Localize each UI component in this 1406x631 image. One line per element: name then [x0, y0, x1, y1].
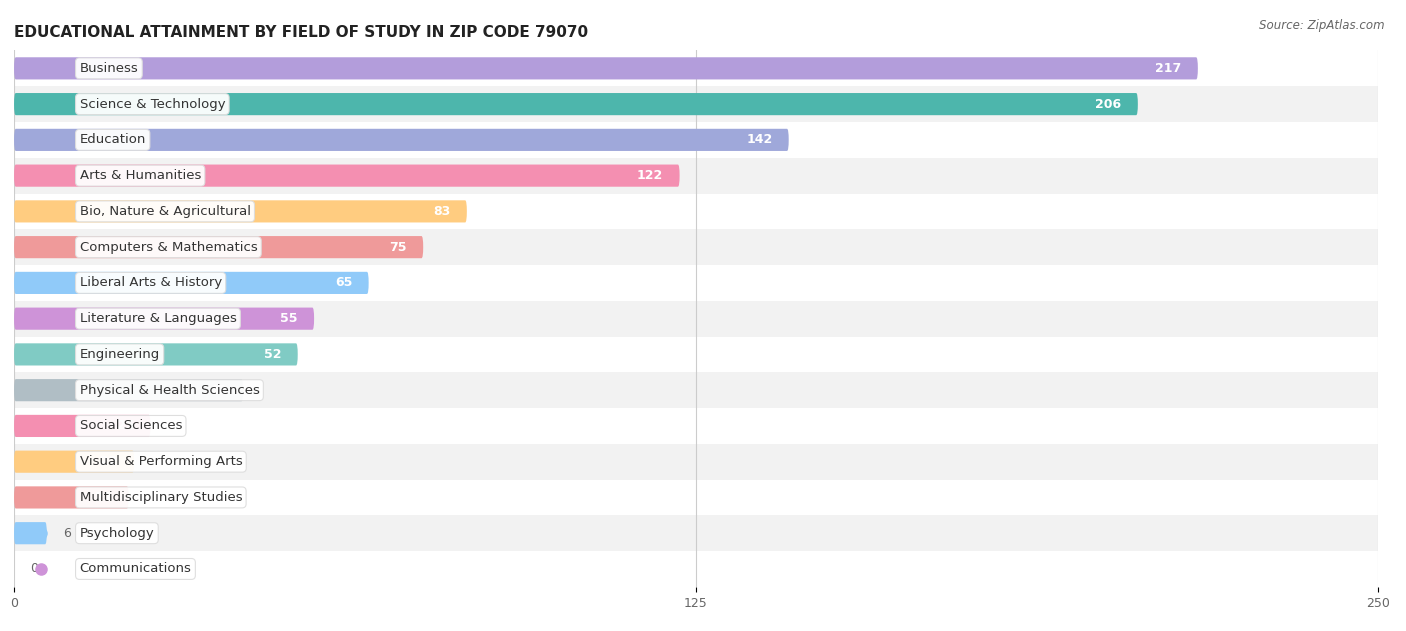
Text: Engineering: Engineering: [80, 348, 160, 361]
Text: 122: 122: [637, 169, 664, 182]
FancyBboxPatch shape: [14, 480, 1378, 516]
FancyBboxPatch shape: [14, 50, 1378, 86]
Text: Liberal Arts & History: Liberal Arts & History: [80, 276, 222, 290]
Text: Visual & Performing Arts: Visual & Performing Arts: [80, 455, 242, 468]
FancyBboxPatch shape: [14, 551, 1378, 587]
Text: Multidisciplinary Studies: Multidisciplinary Studies: [80, 491, 242, 504]
Text: Arts & Humanities: Arts & Humanities: [80, 169, 201, 182]
Text: Literature & Languages: Literature & Languages: [80, 312, 236, 325]
FancyBboxPatch shape: [14, 516, 1378, 551]
Text: Psychology: Psychology: [80, 527, 155, 540]
FancyBboxPatch shape: [14, 200, 467, 223]
Text: Education: Education: [80, 133, 146, 146]
Text: 25: 25: [117, 420, 134, 432]
FancyBboxPatch shape: [14, 343, 298, 365]
FancyBboxPatch shape: [14, 487, 128, 509]
FancyBboxPatch shape: [14, 93, 1137, 115]
Text: 0: 0: [31, 562, 38, 575]
FancyBboxPatch shape: [14, 372, 1378, 408]
FancyBboxPatch shape: [14, 444, 1378, 480]
Text: 75: 75: [389, 240, 406, 254]
Text: 55: 55: [280, 312, 298, 325]
FancyBboxPatch shape: [14, 194, 1378, 229]
FancyBboxPatch shape: [14, 229, 1378, 265]
Text: Bio, Nature & Agricultural: Bio, Nature & Agricultural: [80, 205, 250, 218]
FancyBboxPatch shape: [14, 158, 1378, 194]
Text: Science & Technology: Science & Technology: [80, 98, 225, 110]
FancyBboxPatch shape: [14, 57, 1198, 80]
FancyBboxPatch shape: [14, 451, 134, 473]
Text: 206: 206: [1095, 98, 1122, 110]
FancyBboxPatch shape: [14, 336, 1378, 372]
Text: Social Sciences: Social Sciences: [80, 420, 181, 432]
FancyBboxPatch shape: [14, 379, 243, 401]
Text: 217: 217: [1156, 62, 1181, 75]
FancyBboxPatch shape: [14, 129, 789, 151]
Text: Source: ZipAtlas.com: Source: ZipAtlas.com: [1260, 19, 1385, 32]
Text: 21: 21: [94, 491, 112, 504]
FancyBboxPatch shape: [14, 272, 368, 294]
Text: 83: 83: [433, 205, 450, 218]
FancyBboxPatch shape: [14, 122, 1378, 158]
Text: 142: 142: [747, 133, 772, 146]
FancyBboxPatch shape: [14, 415, 150, 437]
FancyBboxPatch shape: [14, 265, 1378, 301]
Text: Communications: Communications: [80, 562, 191, 575]
Text: EDUCATIONAL ATTAINMENT BY FIELD OF STUDY IN ZIP CODE 79070: EDUCATIONAL ATTAINMENT BY FIELD OF STUDY…: [14, 25, 588, 40]
Text: 22: 22: [100, 455, 118, 468]
Text: 6: 6: [63, 527, 72, 540]
Text: Computers & Mathematics: Computers & Mathematics: [80, 240, 257, 254]
FancyBboxPatch shape: [14, 301, 1378, 336]
Text: 65: 65: [335, 276, 353, 290]
Text: Business: Business: [80, 62, 138, 75]
Text: Physical & Health Sciences: Physical & Health Sciences: [80, 384, 259, 397]
FancyBboxPatch shape: [14, 522, 46, 545]
Text: 42: 42: [209, 384, 226, 397]
FancyBboxPatch shape: [14, 86, 1378, 122]
Text: 52: 52: [264, 348, 281, 361]
FancyBboxPatch shape: [14, 165, 679, 187]
FancyBboxPatch shape: [14, 236, 423, 258]
FancyBboxPatch shape: [14, 307, 314, 330]
FancyBboxPatch shape: [14, 408, 1378, 444]
